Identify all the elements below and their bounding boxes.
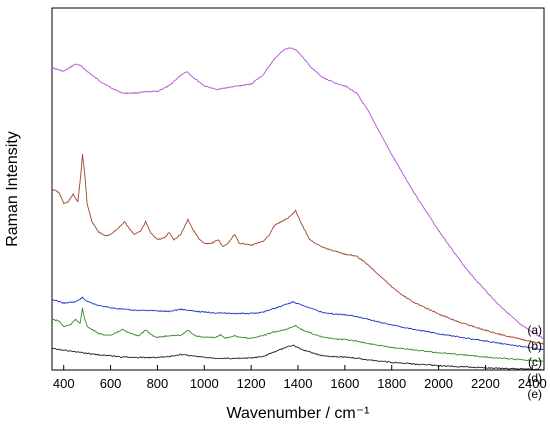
x-tick-label-1000: 1000 [190,376,219,391]
x-tick-label-1400: 1400 [284,376,313,391]
x-tick-label-1600: 1600 [330,376,359,391]
series-label-b: (b) [527,339,542,353]
x-tick-label-1800: 1800 [377,376,406,391]
series-line-b [51,154,545,345]
series-label-c: (c) [528,355,542,369]
series-line-e [51,344,545,371]
x-tick-label-2000: 2000 [424,376,453,391]
series-labels: (a) (b) (c) (d) (e) [527,323,542,401]
x-axis-title: Wavenumber / cm⁻¹ [227,405,370,422]
series-line-c [51,296,545,351]
x-tick-label-1200: 1200 [237,376,266,391]
series-label-d: (d) [527,371,542,385]
x-tick-label-600: 600 [100,376,122,391]
y-axis-title: Raman Intensity [4,131,21,247]
x-axis-ticks: 400 600 800 1000 1200 1400 1600 1800 2000 2200 240… [53,365,547,391]
series-line-a [51,47,545,340]
x-tick-label-800: 800 [147,376,169,391]
plot-frame [51,7,545,371]
series-line-d [51,307,545,362]
x-tick-label-2200: 2200 [471,376,500,391]
series-label-e: (e) [527,387,542,401]
series-layer [51,47,545,371]
series-label-a: (a) [527,323,542,337]
x-tick-label-2400: 2400 [518,376,547,391]
x-tick-label-400: 400 [53,376,75,391]
